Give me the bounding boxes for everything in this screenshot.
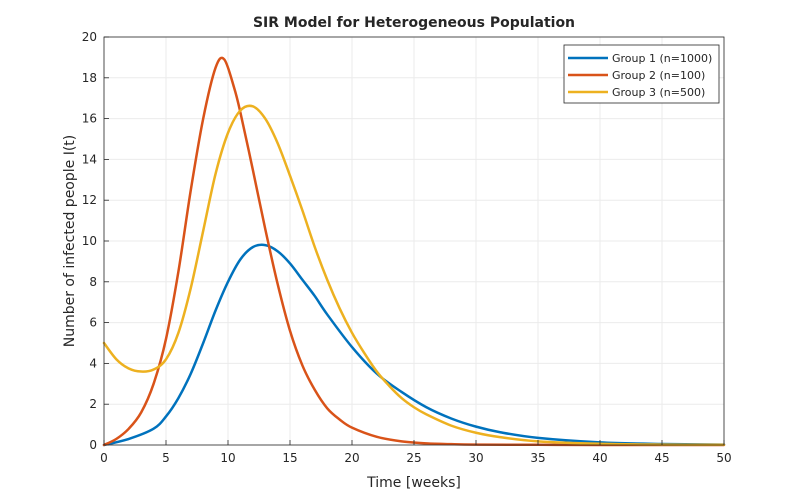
series-lines [102, 56, 726, 447]
y-tick-label: 10 [82, 234, 97, 248]
y-tick-label: 6 [89, 316, 97, 330]
x-tick-label: 15 [282, 451, 297, 465]
tick-labels: 0 5 10 15 20 25 30 35 40 45 50 0 2 4 6 8 10 12 14 16 18 20 [82, 30, 732, 465]
x-tick-label: 45 [654, 451, 669, 465]
legend-label-group-3: Group 3 (n=500) [612, 86, 705, 99]
y-tick-label: 18 [82, 71, 97, 85]
legend-label-group-2: Group 2 (n=100) [612, 69, 705, 82]
x-tick-label: 5 [162, 451, 170, 465]
y-tick-label: 14 [82, 152, 97, 166]
x-tick-label: 30 [468, 451, 483, 465]
series-line-group-2 [102, 56, 726, 447]
x-tick-label: 0 [100, 451, 108, 465]
y-tick-label: 16 [82, 112, 97, 126]
x-tick-label: 35 [530, 451, 545, 465]
y-tick-label: 12 [82, 193, 97, 207]
chart-title: SIR Model for Heterogeneous Population [253, 15, 575, 31]
y-tick-label: 8 [89, 275, 97, 289]
y-tick-label: 2 [89, 397, 97, 411]
x-axis-label: Time [weeks] [366, 475, 461, 491]
series-line-group-1 [102, 243, 726, 447]
x-tick-label: 20 [344, 451, 359, 465]
y-tick-label: 0 [89, 438, 97, 452]
x-tick-label: 10 [220, 451, 235, 465]
y-tick-label: 20 [82, 30, 97, 44]
legend-label-group-1: Group 1 (n=1000) [612, 52, 712, 65]
series-line-group-3 [102, 104, 726, 447]
x-tick-label: 40 [592, 451, 607, 465]
y-tick-label: 4 [89, 356, 97, 370]
legend: Group 1 (n=1000) Group 2 (n=100) Group 3… [563, 44, 720, 104]
x-tick-label: 50 [716, 451, 731, 465]
y-axis-label: Number of infected people I(t) [62, 135, 78, 348]
x-tick-label: 25 [406, 451, 421, 465]
